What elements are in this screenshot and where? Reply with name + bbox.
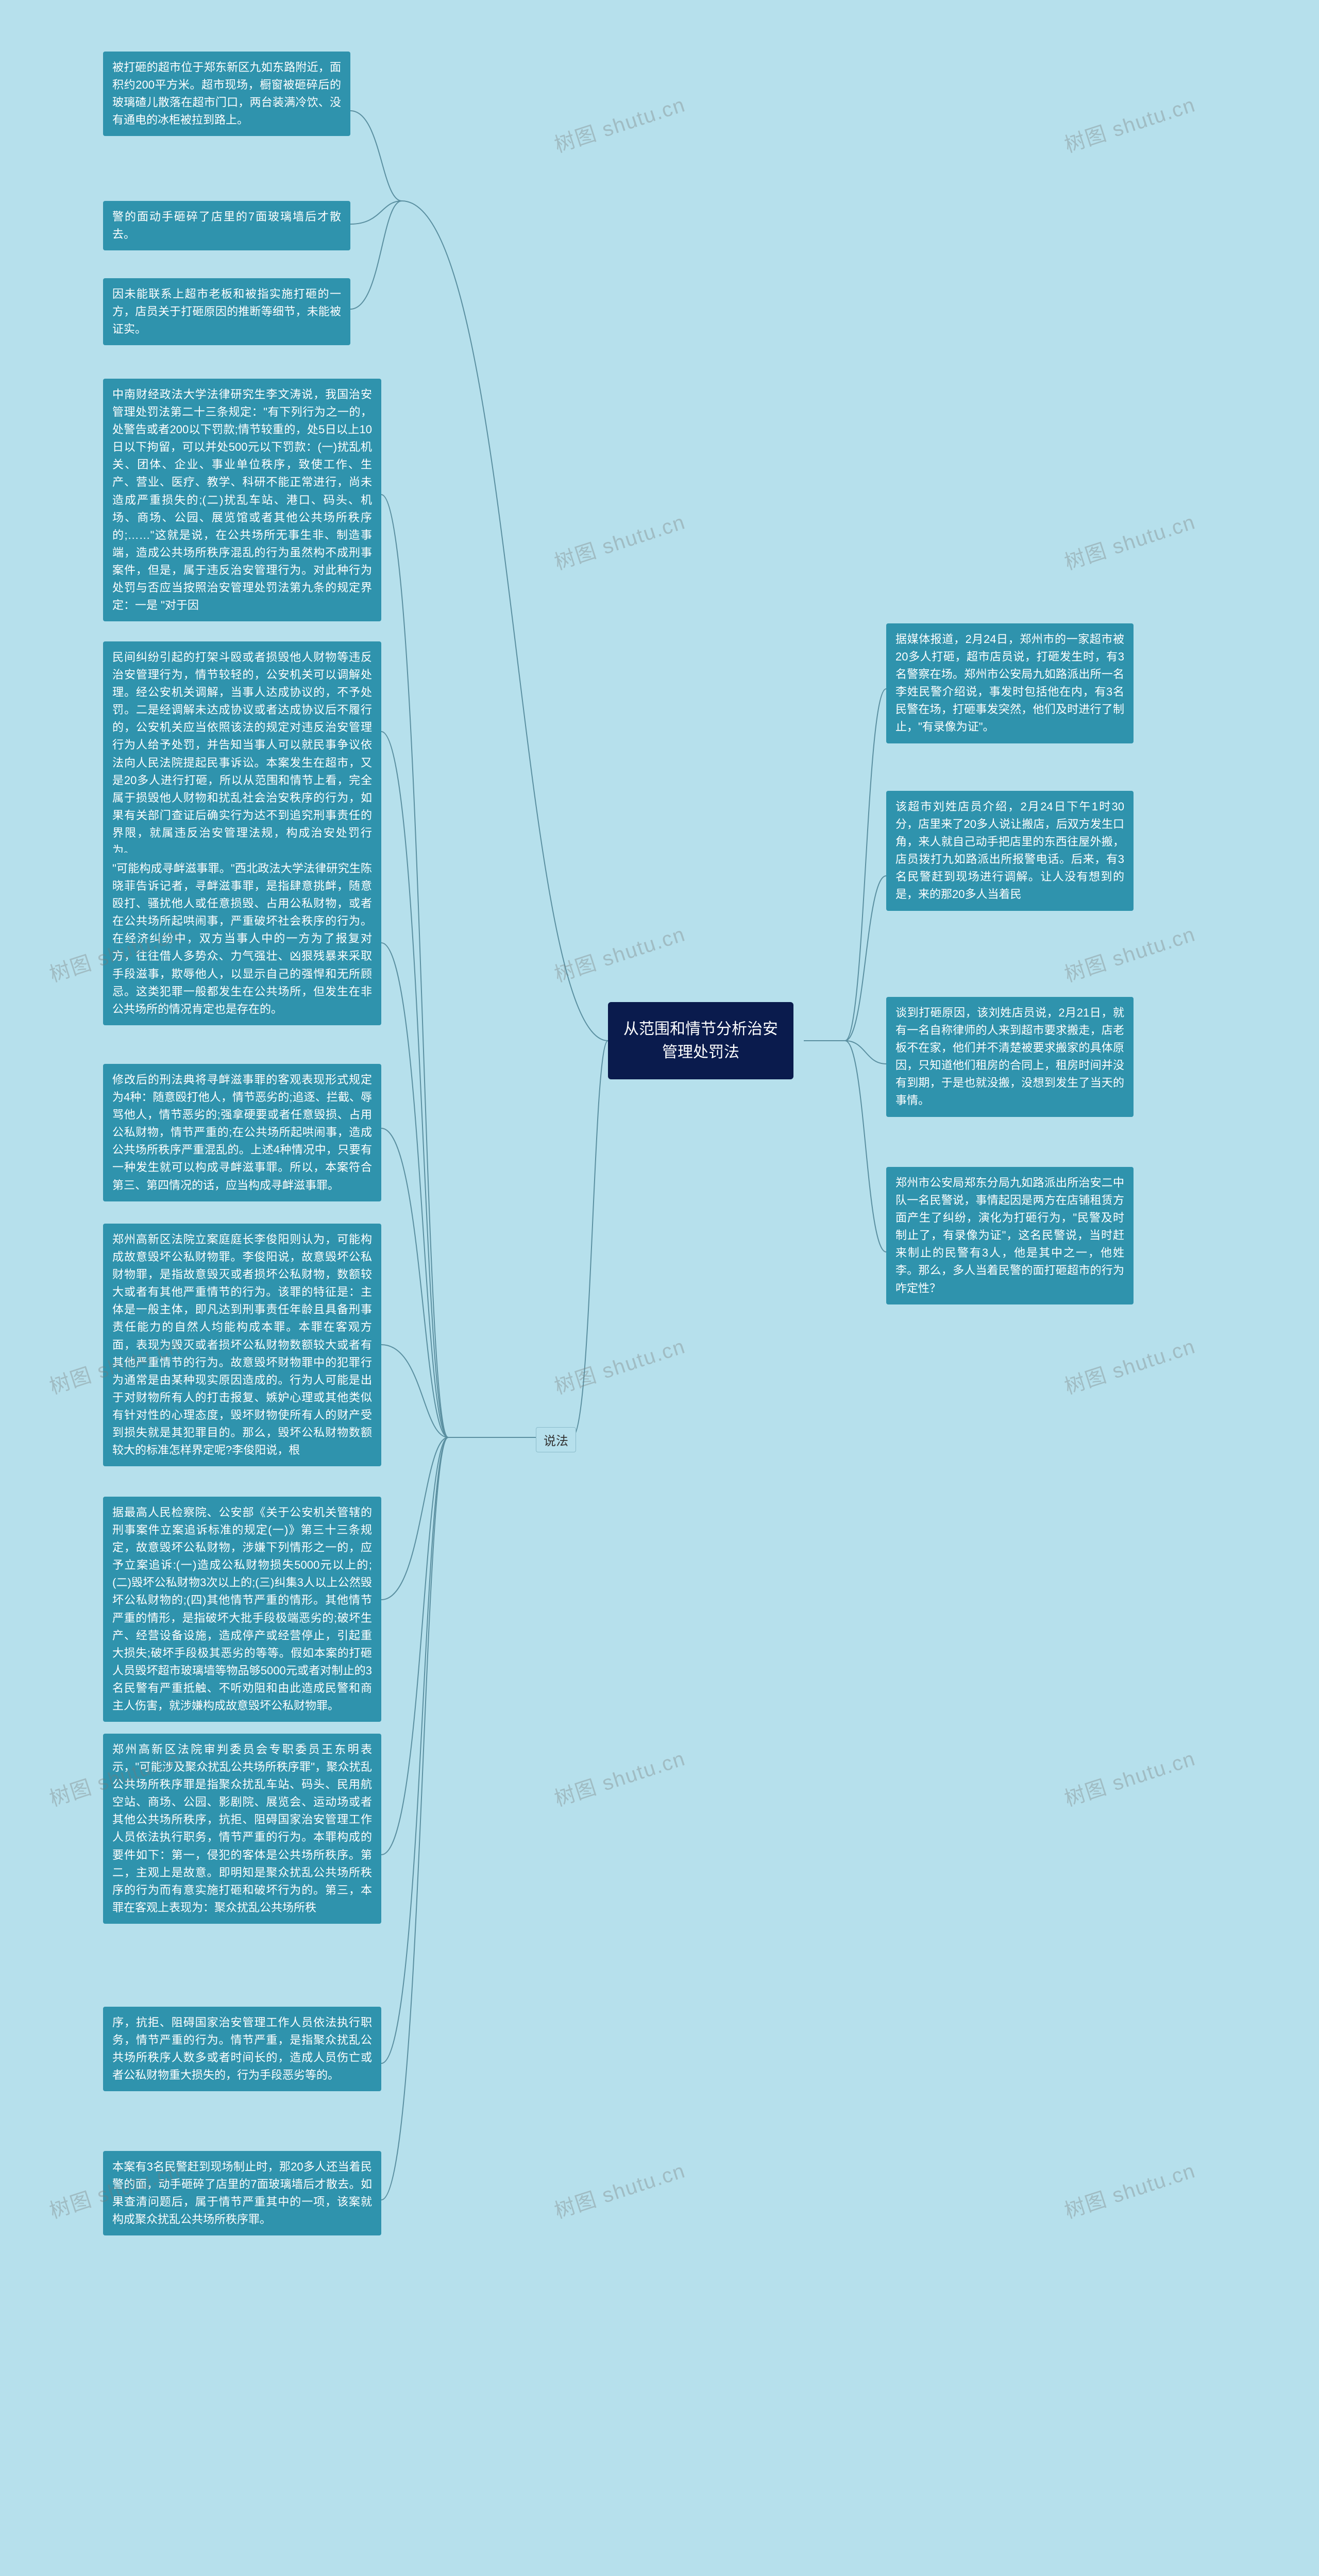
watermark: 树图 shutu.cn (550, 2566, 689, 2576)
hub-shuofa: 说法 (536, 1427, 576, 1452)
right-node-2: 谈到打砸原因，该刘姓店员说，2月21日，就有一名自称律师的人来到超市要求搬走，店… (886, 997, 1134, 1117)
right-node-2-text: 谈到打砸原因，该刘姓店员说，2月21日，就有一名自称律师的人来到超市要求搬走，店… (895, 1006, 1124, 1107)
right-node-1: 该超市刘姓店员介绍，2月24日下午1时30分，店里来了20多人说让搬店，后双方发… (886, 791, 1134, 911)
right-node-3-text: 郑州市公安局郑东分局九如路派出所治安二中队一名民警说，事情起因是两方在店铺租赁方… (895, 1176, 1124, 1295)
left-shuo-node-6-text: 郑州高新区法院审判委员会专职委员王东明表示，"可能涉及聚众扰乱公共场所秩序罪"，… (112, 1743, 372, 1914)
left-shuo-node-0: 中南财经政法大学法律研究生李文涛说，我国治安管理处罚法第二十三条规定："有下列行… (103, 379, 381, 621)
left-top-node-2: 因未能联系上超市老板和被指实施打砸的一方，店员关于打砸原因的推断等细节，未能被证… (103, 278, 350, 345)
left-shuo-node-3: 修改后的刑法典将寻衅滋事罪的客观表现形式规定为4种：随意殴打他人，情节恶劣的;追… (103, 1064, 381, 1201)
left-shuo-node-1-text: 民间纠纷引起的打架斗殴或者损毁他人财物等违反治安管理行为，情节较轻的，公安机关可… (112, 651, 372, 857)
watermark: 树图 shutu.cn (550, 1742, 689, 1812)
right-node-3: 郑州市公安局郑东分局九如路派出所治安二中队一名民警说，事情起因是两方在店铺租赁方… (886, 1167, 1134, 1304)
watermark: 树图 shutu.cn (1060, 918, 1199, 988)
watermark: 树图 shutu.cn (1060, 1330, 1199, 1400)
left-top-node-0-text: 被打砸的超市位于郑东新区九如东路附近，面积约200平方米。超市现场，橱窗被砸碎后… (112, 61, 341, 126)
left-shuo-node-2-text: "可能构成寻衅滋事罪。"西北政法大学法律研究生陈晓菲告诉记者，寻衅滋事罪，是指肆… (112, 862, 372, 1015)
right-node-0-text: 据媒体报道，2月24日，郑州市的一家超市被20多人打砸，超市店员说，打砸发生时，… (895, 633, 1124, 733)
right-node-0: 据媒体报道，2月24日，郑州市的一家超市被20多人打砸，超市店员说，打砸发生时，… (886, 623, 1134, 743)
left-shuo-node-0-text: 中南财经政法大学法律研究生李文涛说，我国治安管理处罚法第二十三条规定："有下列行… (112, 388, 372, 612)
left-top-node-1-text: 警的面动手砸碎了店里的7面玻璃墙后才散去。 (112, 210, 341, 241)
watermark: 树图 shutu.cn (550, 918, 689, 988)
left-shuo-node-3-text: 修改后的刑法典将寻衅滋事罪的客观表现形式规定为4种：随意殴打他人，情节恶劣的;追… (112, 1073, 372, 1192)
watermark: 树图 shutu.cn (550, 505, 689, 576)
left-shuo-node-7-text: 序，抗拒、阻碍国家治安管理工作人员依法执行职务，情节严重的行为。情节严重，是指聚… (112, 2016, 372, 2081)
watermark: 树图 shutu.cn (1060, 2154, 1199, 2225)
left-shuo-node-1: 民间纠纷引起的打架斗殴或者损毁他人财物等违反治安管理行为，情节较轻的，公安机关可… (103, 641, 381, 867)
watermark: 树图 shutu.cn (550, 2154, 689, 2225)
left-shuo-node-2: "可能构成寻衅滋事罪。"西北政法大学法律研究生陈晓菲告诉记者，寻衅滋事罪，是指肆… (103, 853, 381, 1025)
right-node-1-text: 该超市刘姓店员介绍，2月24日下午1时30分，店里来了20多人说让搬店，后双方发… (895, 800, 1124, 901)
watermark: 树图 shutu.cn (550, 88, 689, 159)
watermark: 树图 shutu.cn (1060, 2566, 1199, 2576)
left-shuo-node-5: 据最高人民检察院、公安部《关于公安机关管辖的刑事案件立案追诉标准的规定(一)》第… (103, 1497, 381, 1722)
watermark: 树图 shutu.cn (1060, 1742, 1199, 1812)
left-shuo-node-8-text: 本案有3名民警赶到现场制止时，那20多人还当着民警的面，动手砸碎了店里的7面玻璃… (112, 2160, 372, 2226)
left-shuo-node-7: 序，抗拒、阻碍国家治安管理工作人员依法执行职务，情节严重的行为。情节严重，是指聚… (103, 2007, 381, 2091)
left-top-node-1: 警的面动手砸碎了店里的7面玻璃墙后才散去。 (103, 201, 350, 250)
center-node-text: 从范围和情节分析治安管理处罚法 (618, 1018, 783, 1064)
watermark: 树图 shutu.cn (1060, 88, 1199, 159)
center-node: 从范围和情节分析治安管理处罚法 (608, 1002, 793, 1079)
left-top-node-0: 被打砸的超市位于郑东新区九如东路附近，面积约200平方米。超市现场，橱窗被砸碎后… (103, 52, 350, 136)
watermark: 树图 shutu.cn (550, 1330, 689, 1400)
left-shuo-node-5-text: 据最高人民检察院、公安部《关于公安机关管辖的刑事案件立案追诉标准的规定(一)》第… (112, 1506, 372, 1712)
watermark: 树图 shutu.cn (1060, 505, 1199, 576)
hub-shuofa-label: 说法 (544, 1434, 568, 1448)
left-shuo-node-8: 本案有3名民警赶到现场制止时，那20多人还当着民警的面，动手砸碎了店里的7面玻璃… (103, 2151, 381, 2235)
watermark: 树图 shutu.cn (45, 2566, 184, 2576)
left-shuo-node-4: 郑州高新区法院立案庭庭长李俊阳则认为，可能构成故意毁坏公私财物罪。李俊阳说，故意… (103, 1224, 381, 1466)
left-shuo-node-4-text: 郑州高新区法院立案庭庭长李俊阳则认为，可能构成故意毁坏公私财物罪。李俊阳说，故意… (112, 1233, 372, 1456)
left-top-node-2-text: 因未能联系上超市老板和被指实施打砸的一方，店员关于打砸原因的推断等细节，未能被证… (112, 287, 341, 335)
left-shuo-node-6: 郑州高新区法院审判委员会专职委员王东明表示，"可能涉及聚众扰乱公共场所秩序罪"，… (103, 1734, 381, 1924)
